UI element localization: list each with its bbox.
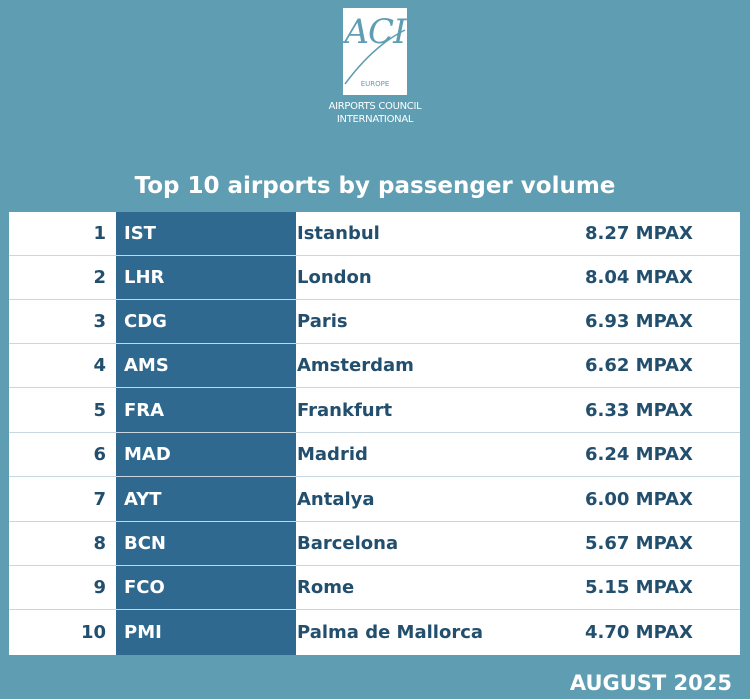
rank-cell: 6 [93,444,106,465]
code-cell: CDG [124,311,167,332]
rank-cell: 7 [93,489,106,510]
rank-cell: 9 [93,577,106,598]
table-row: 9 FCO Rome 5.15 MPAX [9,566,740,610]
value-cell: 6.24 MPAX [585,444,693,465]
value-cell: 8.27 MPAX [585,223,693,244]
city-cell: Istanbul [297,223,380,244]
aci-europe-logo: ACI EUROPE AIRPORTS COUNCIL INTERNATIONA… [327,8,423,133]
table-row: 5 FRA Frankfurt 6.33 MPAX [9,389,740,433]
logo-mark: ACI [344,12,407,52]
city-cell: Barcelona [297,533,399,554]
airports-table: 1 IST Istanbul 8.27 MPAX 2 LHR London 8.… [9,212,740,655]
logo-box: ACI EUROPE [343,8,407,95]
logo-line-2: INTERNATIONAL [336,114,414,125]
value-cell: 6.93 MPAX [585,311,693,332]
value-cell: 6.33 MPAX [585,400,693,421]
table-row: 8 BCN Barcelona 5.67 MPAX [9,522,740,566]
rank-cell: 2 [93,267,106,288]
rank-cell: 1 [93,223,106,244]
period-label: AUGUST 2025 [569,671,732,695]
code-cell: LHR [124,267,165,288]
page-title: Top 10 airports by passenger volume [134,173,616,199]
logo-swoosh-icon [344,29,406,85]
code-cell: AYT [124,489,162,510]
code-cell: FCO [124,577,165,598]
table-row: 3 CDG Paris 6.93 MPAX [9,300,740,344]
city-cell: London [297,267,372,288]
rank-cell: 10 [80,622,106,643]
rank-cell: 4 [93,355,106,376]
value-cell: 6.62 MPAX [585,355,693,376]
code-cell: FRA [124,400,165,421]
code-cell: IST [124,223,156,244]
table-row: 7 AYT Antalya 6.00 MPAX [9,478,740,522]
table-row: 1 IST Istanbul 8.27 MPAX [9,212,740,256]
city-cell: Madrid [297,444,368,465]
code-column-background [116,212,296,655]
logo-text: AIRPORTS COUNCIL INTERNATIONAL [327,100,423,126]
city-cell: Paris [297,311,348,332]
city-cell: Amsterdam [297,355,414,376]
table-row: 2 LHR London 8.04 MPAX [9,256,740,300]
code-cell: AMS [124,355,169,376]
value-cell: 6.00 MPAX [585,489,693,510]
table-row: 10 PMI Palma de Mallorca 4.70 MPAX [9,611,740,655]
code-cell: PMI [124,622,162,643]
table-row: 4 AMS Amsterdam 6.62 MPAX [9,344,740,388]
value-cell: 5.15 MPAX [585,577,693,598]
city-cell: Rome [297,577,355,598]
value-cell: 8.04 MPAX [585,267,693,288]
rank-cell: 8 [93,533,106,554]
value-cell: 5.67 MPAX [585,533,693,554]
value-cell: 4.70 MPAX [585,622,693,643]
code-cell: BCN [124,533,166,554]
logo-line-1: AIRPORTS COUNCIL [328,101,422,112]
logo-region: EUROPE [360,80,390,88]
rank-cell: 3 [93,311,106,332]
rank-cell: 5 [93,400,106,421]
city-cell: Palma de Mallorca [297,622,484,643]
table-row: 6 MAD Madrid 6.24 MPAX [9,433,740,477]
city-cell: Antalya [297,489,375,510]
code-cell: MAD [124,444,171,465]
city-cell: Frankfurt [297,400,393,421]
